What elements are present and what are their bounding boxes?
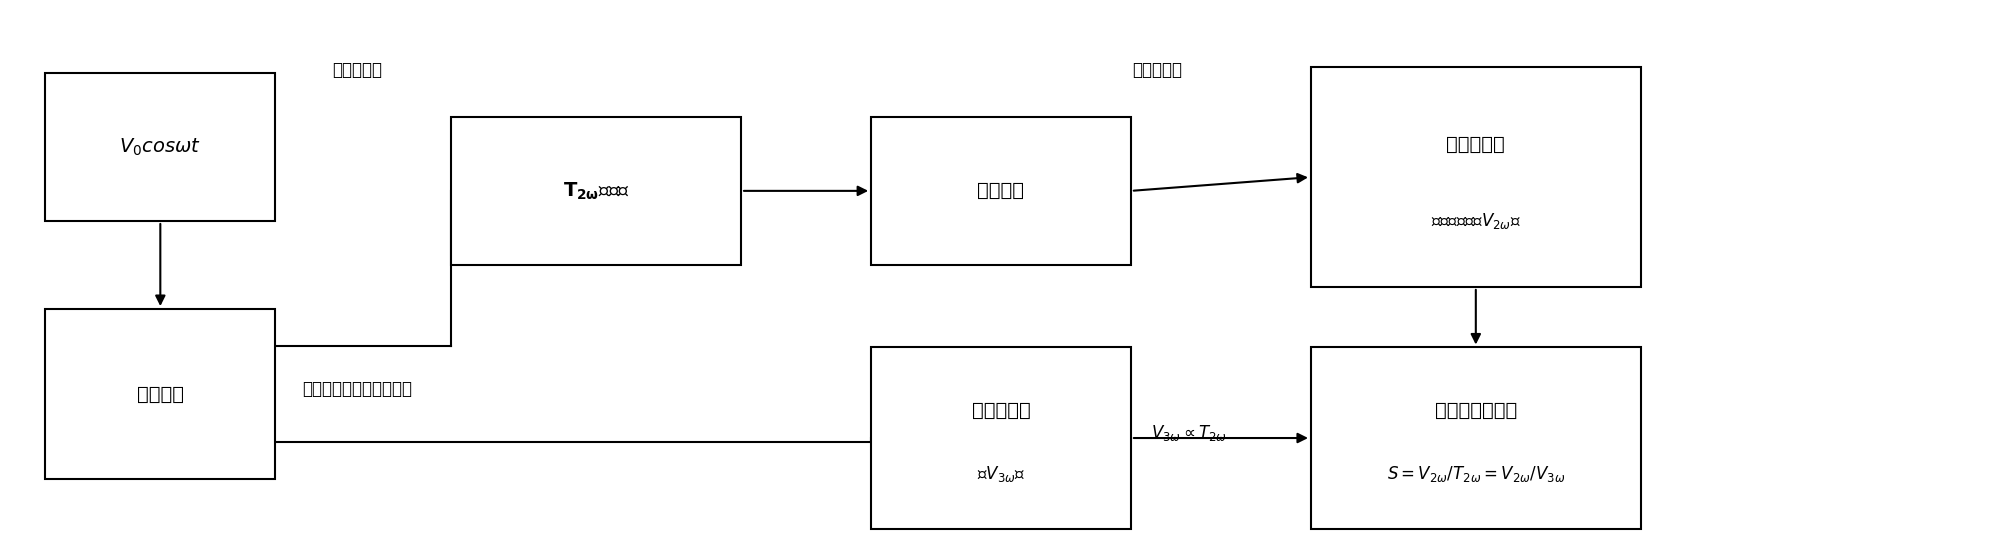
Bar	[871, 116, 1131, 265]
Text: 纳米塞贝克系数: 纳米塞贝克系数	[1435, 401, 1518, 420]
Text: $S = V_{2\omega}/T_{2\omega} = V_{2\omega}/V_{3\omega}$: $S = V_{2\omega}/T_{2\omega} = V_{2\omeg…	[1387, 464, 1566, 484]
Bar	[46, 73, 276, 221]
Text: 塞贝克效应: 塞贝克效应	[1131, 61, 1181, 79]
Text: $V_{3\omega} \propto T_{2\omega}$: $V_{3\omega} \propto T_{2\omega}$	[1151, 422, 1227, 443]
Text: 塞贝克电压: 塞贝克电压	[1445, 135, 1506, 153]
Bar	[871, 347, 1131, 529]
Text: 热电探针: 热电探针	[136, 385, 184, 404]
Text: 三倍频信号: 三倍频信号	[971, 401, 1031, 420]
Bar	[1311, 347, 1642, 529]
Bar	[46, 309, 276, 479]
Text: 焦耳热效应: 焦耳热效应	[332, 61, 382, 79]
Text: 热电材料: 热电材料	[977, 182, 1025, 200]
Text: 二倍频信号（$V_{2\omega}$）: 二倍频信号（$V_{2\omega}$）	[1431, 211, 1522, 231]
Bar	[1311, 67, 1642, 287]
Text: （$V_{3\omega}$）: （$V_{3\omega}$）	[977, 464, 1025, 484]
Text: $\mathbf{T_{2\omega}}$温度波: $\mathbf{T_{2\omega}}$温度波	[563, 180, 631, 201]
Text: $V_0cos\omega t$: $V_0cos\omega t$	[120, 136, 202, 157]
Bar	[450, 116, 741, 265]
Text: 宏观热导三倍频激发原理: 宏观热导三倍频激发原理	[302, 380, 412, 397]
